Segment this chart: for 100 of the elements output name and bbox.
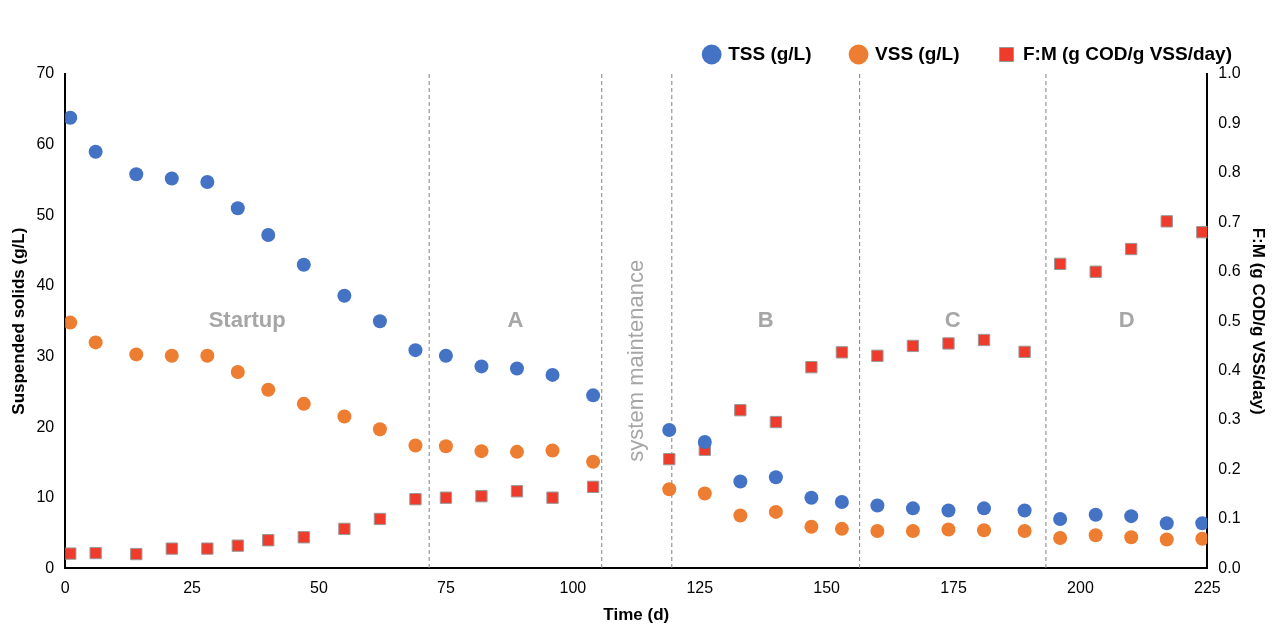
point [1196,226,1208,239]
x-tick-label: 50 [310,579,329,597]
point [1053,531,1068,546]
point [165,542,178,555]
point [1088,528,1103,543]
y2-tick-label: 0.9 [1218,113,1241,131]
y2-axis-title: F:M (g COD/g VSS/day) [1249,227,1269,415]
y-tick-label: 70 [36,64,55,82]
point [200,348,215,363]
point [261,228,276,243]
point [297,531,310,544]
point [438,439,453,454]
legend-label: TSS (g/L) [728,42,812,64]
point [834,521,849,536]
x-tick-label: 150 [813,579,841,597]
point [586,454,601,469]
y2-tick-label: 0.4 [1218,361,1241,379]
y-tick-label: 10 [36,488,55,506]
point [164,348,179,363]
point [65,315,78,330]
y-tick-label: 40 [36,276,55,294]
point [65,110,78,125]
point [1124,509,1139,524]
point [296,257,311,272]
point [871,349,884,362]
point [474,444,489,459]
point [337,288,352,303]
point [200,175,215,190]
point [1017,503,1032,518]
y2-tick-label: 0.8 [1218,163,1241,181]
point [834,495,849,510]
point [545,367,560,382]
point [372,314,387,329]
point [1159,532,1174,547]
point [230,365,245,380]
point [201,542,214,555]
x-tick-label: 100 [559,579,587,597]
point [941,503,956,518]
y-tick-label: 30 [36,346,55,364]
point [372,422,387,437]
point [1195,516,1208,531]
point [1160,215,1173,228]
point [905,523,920,538]
point [734,404,747,417]
x-axis-title: Time (d) [603,605,670,625]
legend-label: VSS (g/L) [875,42,960,64]
y2-tick-label: 0.6 [1218,262,1241,280]
annotation: Startup [208,307,286,333]
point [230,201,245,216]
point [870,523,885,538]
point [373,512,387,526]
point [977,333,991,347]
point [88,144,103,159]
point [586,480,600,493]
x-tick-label: 25 [183,579,202,597]
y-axis-title: Suspended solids (g/L) [8,227,28,415]
point [805,361,818,374]
point [662,482,677,497]
point [1089,265,1102,278]
point [545,443,560,458]
point [1018,345,1031,359]
point [1125,242,1138,256]
annotation: C [944,307,961,333]
point [905,501,920,516]
y2-tick-label: 0.5 [1218,311,1241,329]
point [769,415,783,429]
point [408,438,423,453]
point [768,470,783,485]
legend-label: F:M (g COD/g VSS/day) [1023,42,1232,64]
annotation: B [757,307,774,333]
point [88,335,103,350]
x-tick-label: 125 [686,579,714,597]
point [1053,257,1067,271]
point [977,501,991,516]
annotation: A [507,307,524,333]
point [942,337,955,350]
point [262,534,275,547]
point [546,491,559,504]
point [697,486,712,501]
point [509,361,524,376]
point [296,396,311,411]
point [65,547,77,560]
point [733,474,748,489]
point [804,519,819,534]
point [509,444,524,459]
point [1017,523,1032,538]
x-tick-label: 200 [1067,579,1094,597]
point [409,493,422,506]
y-tick-label: 20 [36,417,55,435]
x-tick-label: 0 [60,579,70,597]
point [1124,530,1139,545]
annotation: system maintenance [622,259,648,462]
y2-tick-label: 1.0 [1218,64,1241,82]
y2-tick-label: 0.1 [1218,509,1241,527]
point [337,409,352,424]
point [804,490,819,505]
y2-tick-label: 0.7 [1218,212,1241,230]
point [768,504,783,519]
y2-tick-label: 0.2 [1218,459,1241,477]
point [129,167,144,182]
